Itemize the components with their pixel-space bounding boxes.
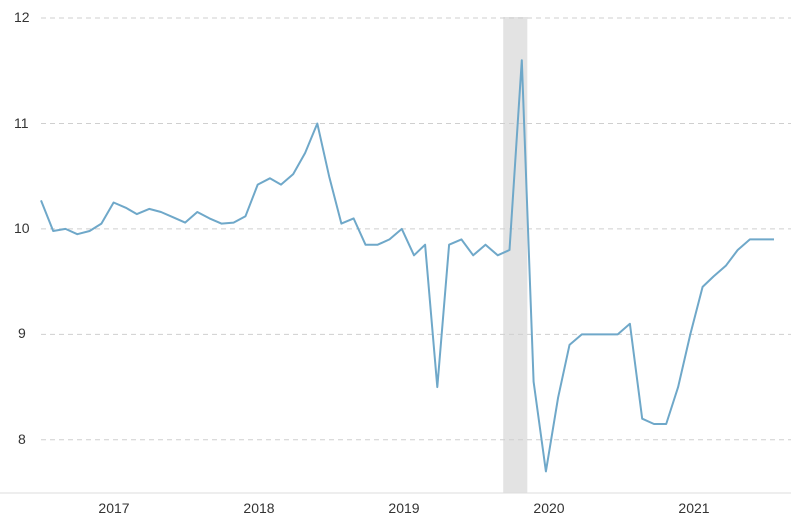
x-tick-label: 2019 (388, 500, 419, 516)
y-tick-label: 11 (14, 115, 29, 131)
y-tick-label: 12 (14, 9, 30, 25)
x-tick-label: 2021 (678, 500, 709, 516)
x-tick-label: 2018 (243, 500, 274, 516)
grid-lines (41, 17, 791, 441)
y-tick-label: 10 (14, 220, 30, 236)
series-line (40, 59, 774, 473)
y-tick-label: 9 (18, 325, 26, 341)
x-tick-label: 2020 (533, 500, 564, 516)
x-tick-label: 2017 (98, 500, 129, 516)
y-tick-label: 8 (18, 431, 26, 447)
